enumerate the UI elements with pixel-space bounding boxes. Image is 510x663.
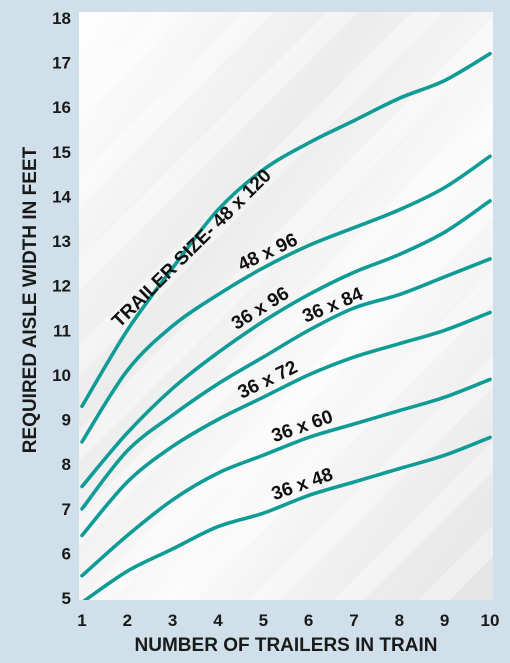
y-tick-label: 6 <box>62 544 71 563</box>
x-tick-label: 6 <box>304 611 313 630</box>
y-axis-title: REQUIRED AISLE WIDTH IN FEET <box>20 146 41 453</box>
x-tick-label: 10 <box>481 611 500 630</box>
y-tick-label: 8 <box>62 455 71 474</box>
y-tick-label: 10 <box>52 366 71 385</box>
series-line <box>80 257 492 511</box>
y-tick-label: 11 <box>53 321 71 340</box>
y-tick-label: 16 <box>52 98 71 117</box>
y-tick-label: 15 <box>52 143 71 162</box>
x-tick-label: 4 <box>213 611 223 630</box>
series-line <box>80 51 492 408</box>
x-tick-label: 3 <box>168 611 177 630</box>
series-line <box>80 154 492 444</box>
y-tick-label: 13 <box>52 232 71 251</box>
series-curves <box>80 51 492 600</box>
series-line <box>80 310 492 538</box>
x-tick-label: 1 <box>77 611 86 630</box>
series-line <box>80 199 492 489</box>
y-tick-label: 18 <box>52 9 71 28</box>
x-tick-labels: 1 2 3 4 5 6 7 8 9 10 <box>77 611 499 630</box>
x-tick-label: 9 <box>440 611 449 630</box>
series-line <box>82 435 492 600</box>
series-line <box>80 377 492 578</box>
x-tick-label: 7 <box>349 611 358 630</box>
y-tick-label: 7 <box>62 500 71 519</box>
x-tick-label: 2 <box>123 611 132 630</box>
y-tick-label: 12 <box>52 277 71 296</box>
y-tick-label: 17 <box>52 54 71 73</box>
x-axis-title: NUMBER OF TRAILERS IN TRAIN <box>135 635 438 656</box>
x-tick-label: 5 <box>259 611 268 630</box>
y-tick-label: 14 <box>52 187 71 206</box>
y-tick-label: 9 <box>62 411 71 430</box>
y-tick-labels: 5 6 7 8 9 10 11 12 13 14 15 16 17 18 <box>52 9 71 608</box>
x-tick-label: 8 <box>395 611 404 630</box>
y-tick-label: 5 <box>62 589 71 608</box>
